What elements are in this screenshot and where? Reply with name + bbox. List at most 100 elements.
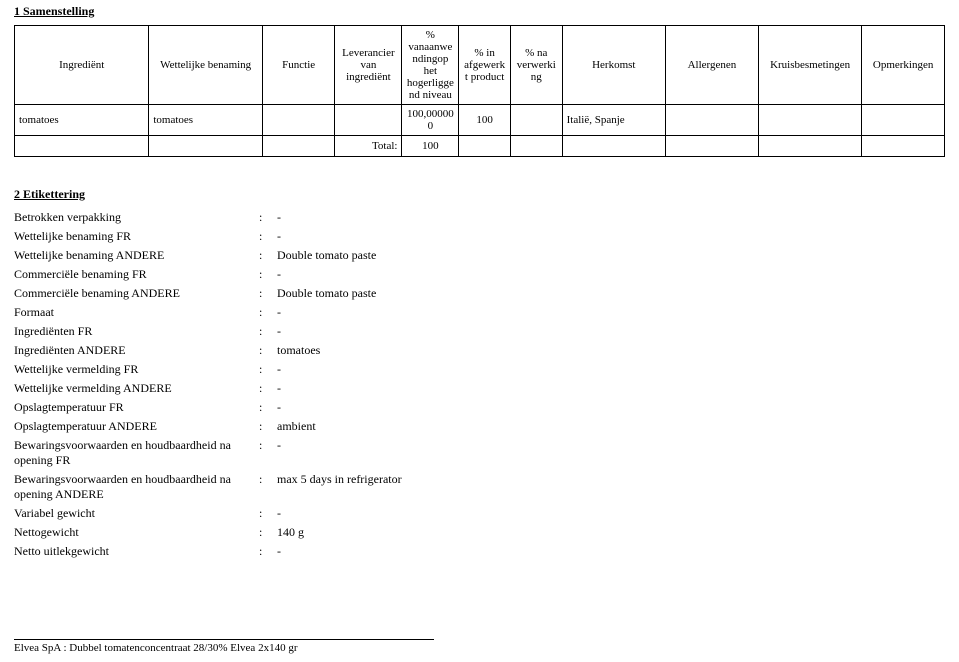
item-colon: : xyxy=(259,229,277,244)
item-value: tomatoes xyxy=(277,343,945,358)
cell-ingredient: tomatoes xyxy=(15,105,149,136)
item-value: Double tomato paste xyxy=(277,286,945,301)
list-item: Wettelijke benaming FR : - xyxy=(14,227,945,246)
col-allergenen: Allergenen xyxy=(665,26,758,105)
list-item: Opslagtemperatuur FR : - xyxy=(14,398,945,417)
total-empty xyxy=(510,136,562,157)
item-label: Ingrediënten ANDERE xyxy=(14,343,259,358)
item-colon: : xyxy=(259,525,277,540)
labeling-list: Betrokken verpakking : - Wettelijke bena… xyxy=(14,208,945,561)
list-item: Commerciële benaming ANDERE : Double tom… xyxy=(14,284,945,303)
item-colon: : xyxy=(259,267,277,282)
item-colon: : xyxy=(259,324,277,339)
cell-pct-aanw: 100,000000 xyxy=(402,105,459,136)
list-item: Bewaringsvoorwaarden en houdbaardheid na… xyxy=(14,436,945,470)
total-label: Total: xyxy=(335,136,402,157)
cell-herkomst: Italië, Spanje xyxy=(562,105,665,136)
item-label: Wettelijke benaming ANDERE xyxy=(14,248,259,263)
section2-title: 2 Etikettering xyxy=(14,187,945,202)
list-item: Ingrediënten FR : - xyxy=(14,322,945,341)
item-value: - xyxy=(277,324,945,339)
item-colon: : xyxy=(259,362,277,377)
item-colon: : xyxy=(259,305,277,320)
item-colon: : xyxy=(259,438,277,453)
item-value: Double tomato paste xyxy=(277,248,945,263)
list-item: Variabel gewicht : - xyxy=(14,504,945,523)
item-label: Variabel gewicht xyxy=(14,506,259,521)
item-value: max 5 days in refrigerator xyxy=(277,472,945,487)
cell-pct-afg: 100 xyxy=(459,105,511,136)
col-kruisbes: Kruisbesmetingen xyxy=(758,26,861,105)
cell-leverancier xyxy=(335,105,402,136)
total-empty xyxy=(149,136,263,157)
item-label: Commerciële benaming ANDERE xyxy=(14,286,259,301)
col-herkomst: Herkomst xyxy=(562,26,665,105)
total-empty xyxy=(562,136,665,157)
item-label: Nettogewicht xyxy=(14,525,259,540)
item-value: - xyxy=(277,305,945,320)
item-label: Opslagtemperatuur ANDERE xyxy=(14,419,259,434)
item-label: Ingrediënten FR xyxy=(14,324,259,339)
total-value: 100 xyxy=(402,136,459,157)
item-colon: : xyxy=(259,472,277,487)
item-value: - xyxy=(277,438,945,453)
col-leverancier: Leverancier van ingrediënt xyxy=(335,26,402,105)
item-value: ambient xyxy=(277,419,945,434)
item-colon: : xyxy=(259,419,277,434)
item-colon: : xyxy=(259,381,277,396)
item-value: - xyxy=(277,267,945,282)
item-value: - xyxy=(277,506,945,521)
cell-kruisbes xyxy=(758,105,861,136)
list-item: Wettelijke benaming ANDERE : Double toma… xyxy=(14,246,945,265)
item-value: 140 g xyxy=(277,525,945,540)
total-empty xyxy=(758,136,861,157)
total-empty xyxy=(862,136,945,157)
item-colon: : xyxy=(259,343,277,358)
col-pct-aanw: % vanaanwendingop het hogerliggend nivea… xyxy=(402,26,459,105)
list-item: Commerciële benaming FR : - xyxy=(14,265,945,284)
col-pct-verw: % na verwerking xyxy=(510,26,562,105)
total-empty xyxy=(262,136,334,157)
list-item: Netto uitlekgewicht : - xyxy=(14,542,945,561)
item-label: Bewaringsvoorwaarden en houdbaardheid na… xyxy=(14,472,259,502)
item-label: Netto uitlekgewicht xyxy=(14,544,259,559)
table-header-row: Ingrediënt Wettelijke benaming Functie L… xyxy=(15,26,945,105)
item-value: - xyxy=(277,362,945,377)
item-colon: : xyxy=(259,210,277,225)
cell-pct-verw xyxy=(510,105,562,136)
list-item: Opslagtemperatuur ANDERE : ambient xyxy=(14,417,945,436)
total-empty xyxy=(665,136,758,157)
item-label: Wettelijke vermelding ANDERE xyxy=(14,381,259,396)
table-total-row: Total: 100 xyxy=(15,136,945,157)
list-item: Bewaringsvoorwaarden en houdbaardheid na… xyxy=(14,470,945,504)
item-value: - xyxy=(277,210,945,225)
item-value: - xyxy=(277,229,945,244)
list-item: Wettelijke vermelding ANDERE : - xyxy=(14,379,945,398)
col-wettelijke: Wettelijke benaming xyxy=(149,26,263,105)
col-functie: Functie xyxy=(262,26,334,105)
item-value: - xyxy=(277,400,945,415)
list-item: Ingrediënten ANDERE : tomatoes xyxy=(14,341,945,360)
composition-table: Ingrediënt Wettelijke benaming Functie L… xyxy=(14,25,945,157)
item-label: Wettelijke vermelding FR xyxy=(14,362,259,377)
col-ingredient: Ingrediënt xyxy=(15,26,149,105)
item-label: Opslagtemperatuur FR xyxy=(14,400,259,415)
col-opmerkingen: Opmerkingen xyxy=(862,26,945,105)
list-item: Betrokken verpakking : - xyxy=(14,208,945,227)
item-colon: : xyxy=(259,544,277,559)
item-value: - xyxy=(277,544,945,559)
item-colon: : xyxy=(259,400,277,415)
table-row: tomatoes tomatoes 100,000000 100 Italië,… xyxy=(15,105,945,136)
item-label: Formaat xyxy=(14,305,259,320)
list-item: Wettelijke vermelding FR : - xyxy=(14,360,945,379)
total-empty xyxy=(15,136,149,157)
item-label: Wettelijke benaming FR xyxy=(14,229,259,244)
item-colon: : xyxy=(259,506,277,521)
cell-allergenen xyxy=(665,105,758,136)
item-value: - xyxy=(277,381,945,396)
cell-wettelijke: tomatoes xyxy=(149,105,263,136)
footer-text: Elvea SpA : Dubbel tomatenconcentraat 28… xyxy=(14,639,434,654)
item-label: Betrokken verpakking xyxy=(14,210,259,225)
list-item: Formaat : - xyxy=(14,303,945,322)
item-colon: : xyxy=(259,286,277,301)
